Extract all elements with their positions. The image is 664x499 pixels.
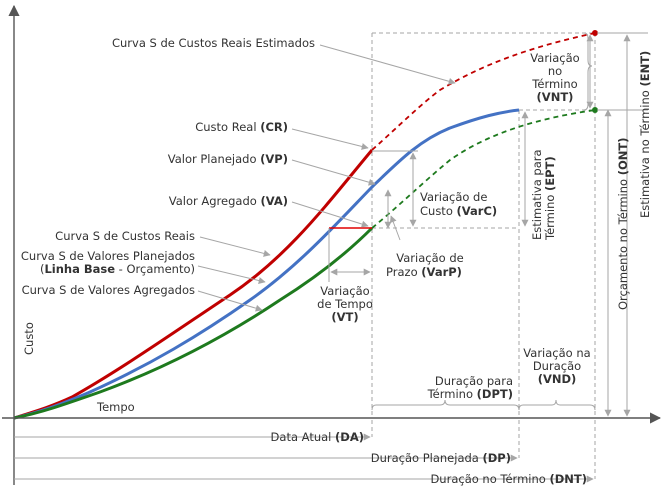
actual-cost-curve (13, 149, 374, 420)
label-vnt: Variação no Término (VNT) (530, 51, 579, 104)
label-planned-value-curve: Curva S de Valores Planejados (21, 249, 195, 263)
label-ept: Estimativa paraTérmino (EPT) (530, 149, 557, 241)
label-baseline: (Linha Base - Orçamento) (40, 262, 195, 276)
label-cost-axis: Custo (22, 322, 36, 355)
pointer-lines (197, 44, 456, 312)
label-estimated-actual-cost-curve: Curva S de Custos Reais Estimados (112, 36, 315, 50)
label-vnd: Variação na Duração (VND) (523, 346, 590, 386)
planned-value-curve (13, 108, 520, 420)
ont-point (592, 107, 598, 113)
duration-brackets (371, 399, 596, 411)
label-time-variance: Variação de Tempo (VT) (317, 284, 373, 324)
label-planned-value: Valor Planejado (VP) (168, 152, 288, 166)
bottom-guides (14, 420, 596, 483)
label-earned-value: Valor Agregado (VA) (169, 194, 288, 208)
label-dpt: Duração para Término (DPT) (427, 374, 513, 401)
reference-lines (371, 32, 596, 418)
label-earned-value-curve: Curva S de Valores Agregados (22, 283, 195, 297)
label-actual-cost-curve: Curva S de Custos Reais (55, 229, 195, 243)
estimated-actual-cost-curve (371, 32, 596, 151)
label-actual-cost: Custo Real (CR) (195, 120, 288, 134)
label-time-axis: Tempo (96, 400, 135, 414)
label-cost-variance: Variação de Custo (VarC) (420, 190, 497, 218)
label-duracao-termino: Duração no Término (DNT) (430, 472, 587, 486)
label-data-atual: Data Atual (DA) (271, 430, 364, 444)
label-ent: Estimativa no Término (ENT) (638, 51, 652, 218)
label-ont: Orçamento no Término (ONT) (616, 138, 630, 310)
label-schedule-variance: Variação de Prazo (VarP) (386, 251, 464, 279)
ent-point (592, 30, 598, 36)
measurement-arrows (328, 32, 648, 417)
estimated-earned-value-curve (371, 109, 596, 229)
label-duracao-planejada: Duração Planejada (DP) (371, 451, 511, 465)
